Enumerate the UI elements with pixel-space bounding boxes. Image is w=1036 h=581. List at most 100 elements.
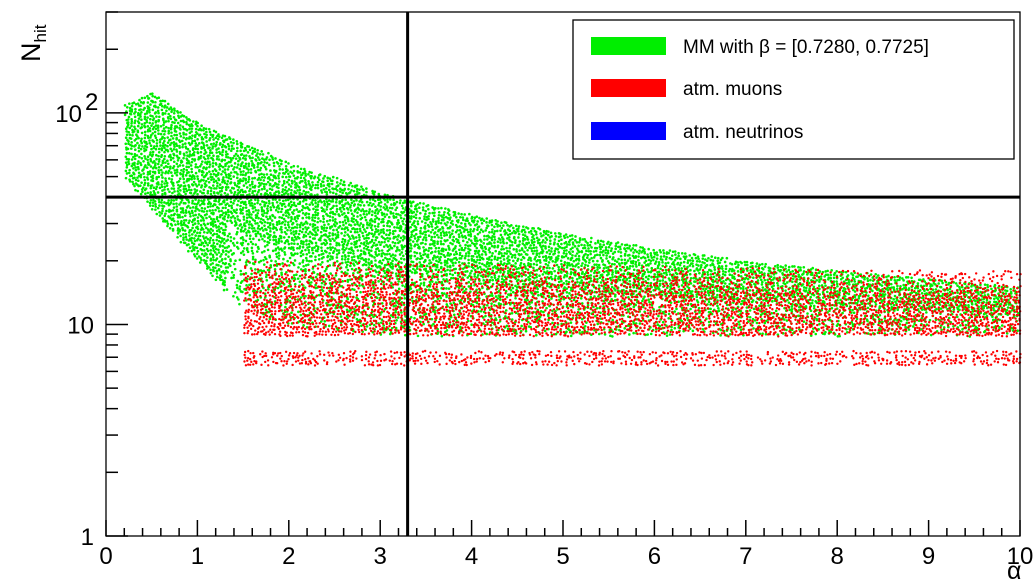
mm-point bbox=[437, 268, 441, 272]
mm-point bbox=[222, 250, 225, 254]
mm-point bbox=[491, 269, 495, 273]
mm-point bbox=[248, 184, 252, 187]
mm-point bbox=[217, 155, 220, 158]
mm-point bbox=[342, 223, 345, 227]
mm-point bbox=[149, 165, 153, 168]
mm-point bbox=[226, 270, 229, 274]
mm-point bbox=[355, 199, 358, 202]
mm-point bbox=[249, 171, 253, 174]
mm-point bbox=[520, 324, 523, 328]
mm-point bbox=[352, 255, 356, 258]
mm-point bbox=[188, 119, 192, 122]
mm-point bbox=[182, 120, 186, 124]
mm-point bbox=[208, 241, 211, 245]
mm-point bbox=[173, 171, 177, 175]
mm-point bbox=[191, 226, 194, 230]
mm-point bbox=[512, 259, 515, 263]
mm-point bbox=[474, 260, 478, 264]
mm-point bbox=[255, 214, 259, 218]
mm-point bbox=[261, 153, 265, 156]
mm-point bbox=[237, 159, 240, 163]
mm-point bbox=[537, 293, 540, 297]
mm-point bbox=[211, 158, 215, 162]
mm-point bbox=[206, 249, 210, 253]
mm-point bbox=[257, 224, 261, 228]
mm-point bbox=[541, 255, 545, 259]
mm-point bbox=[328, 182, 331, 186]
mm-point bbox=[280, 159, 283, 163]
mm-point bbox=[475, 236, 478, 240]
mm-point bbox=[365, 190, 368, 194]
mm-point bbox=[423, 215, 426, 218]
mm-point bbox=[188, 246, 192, 249]
mm-point bbox=[288, 264, 291, 267]
mm-point bbox=[178, 215, 182, 219]
mm-point bbox=[403, 201, 407, 204]
mm-point bbox=[196, 177, 200, 181]
mm-point bbox=[258, 183, 262, 187]
mm-point bbox=[265, 189, 269, 193]
mm-point bbox=[215, 148, 218, 151]
mm-point bbox=[383, 198, 387, 202]
mm-point bbox=[411, 229, 415, 233]
mm-point bbox=[376, 230, 379, 233]
mm-point bbox=[481, 257, 485, 261]
mm-point bbox=[263, 220, 267, 224]
mm-point bbox=[214, 179, 218, 183]
mm-point bbox=[125, 133, 129, 137]
mm-point bbox=[295, 177, 299, 180]
mm-point bbox=[279, 210, 283, 214]
mm-point bbox=[274, 260, 277, 263]
mm-point bbox=[210, 187, 213, 190]
mm-point bbox=[143, 155, 146, 158]
mm-point bbox=[231, 156, 235, 160]
mm-point bbox=[250, 249, 254, 253]
mm-point bbox=[200, 199, 203, 202]
mm-point bbox=[223, 281, 226, 284]
mm-point bbox=[284, 211, 287, 214]
mm-point bbox=[307, 190, 310, 194]
mm-point bbox=[499, 233, 503, 237]
mm-point bbox=[241, 208, 244, 212]
mm-point bbox=[538, 259, 542, 262]
mm-point bbox=[127, 162, 131, 166]
mm-point bbox=[494, 295, 498, 298]
mm-point bbox=[233, 154, 236, 158]
mm-point bbox=[304, 256, 308, 260]
mm-point bbox=[401, 219, 404, 223]
mm-point bbox=[149, 134, 153, 137]
mm-point bbox=[294, 204, 298, 208]
mm-point bbox=[453, 253, 456, 256]
mm-point bbox=[258, 152, 262, 156]
mm-point bbox=[160, 155, 163, 159]
mm-point bbox=[222, 140, 226, 144]
mm-point bbox=[293, 180, 296, 183]
mm-point bbox=[189, 206, 192, 210]
mm-point bbox=[232, 187, 236, 190]
mm-point bbox=[439, 242, 443, 246]
mm-point bbox=[491, 252, 494, 255]
mm-point bbox=[489, 242, 493, 245]
mm-point bbox=[541, 240, 544, 244]
mm-point bbox=[410, 247, 413, 250]
mm-point bbox=[208, 215, 211, 219]
mm-point bbox=[220, 202, 223, 206]
mm-point bbox=[355, 190, 359, 193]
mm-point bbox=[213, 251, 217, 254]
mm-point bbox=[410, 235, 413, 239]
mm-point bbox=[157, 96, 161, 100]
mm-point bbox=[262, 173, 266, 176]
mm-point bbox=[264, 275, 268, 279]
mm-point bbox=[343, 219, 347, 222]
mm-point bbox=[269, 169, 272, 172]
mm-point bbox=[544, 262, 548, 266]
mm-point bbox=[342, 180, 346, 184]
mm-point bbox=[281, 262, 284, 265]
mm-point bbox=[167, 177, 171, 180]
mm-point bbox=[246, 242, 250, 246]
mm-point bbox=[524, 246, 527, 249]
mm-point bbox=[179, 128, 182, 131]
mm-point bbox=[254, 159, 258, 162]
mm-point bbox=[133, 157, 137, 161]
mm-point bbox=[282, 202, 286, 206]
